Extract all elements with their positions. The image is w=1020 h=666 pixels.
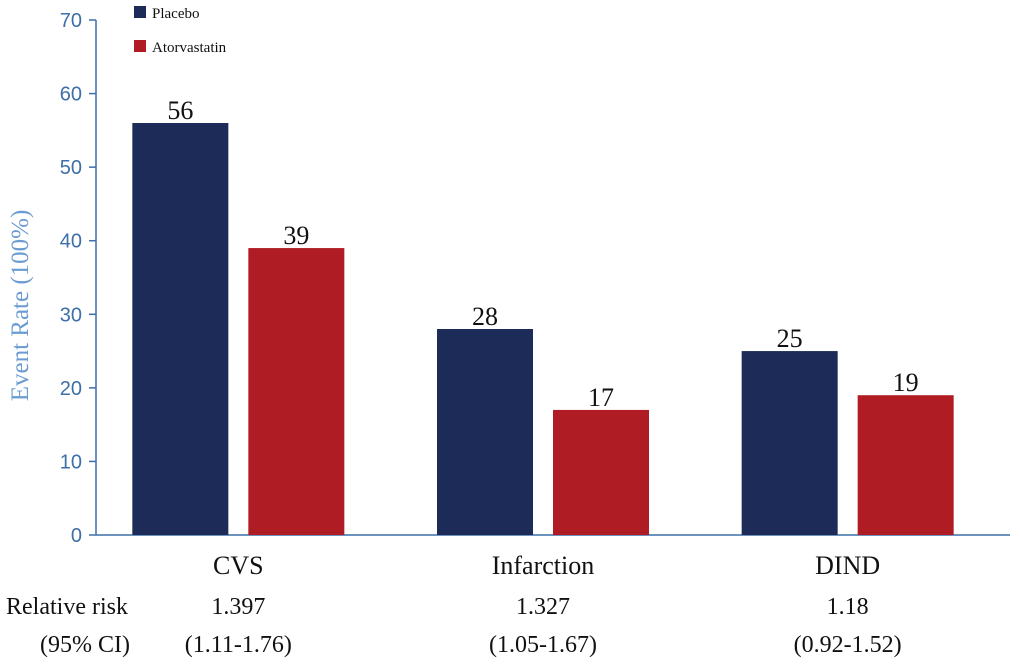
- legend-label: Placebo: [152, 6, 199, 22]
- bar-placebo-infarction: [437, 329, 533, 535]
- y-tick-label: 60: [60, 84, 82, 106]
- bar-atorvastatin-cvs: [248, 248, 345, 536]
- x-tick-label: DIND: [815, 551, 880, 580]
- data-labels: 56 39 28 17 25 19: [167, 96, 918, 412]
- ci-row-label: (95% CI): [40, 632, 130, 658]
- axes: 0 10 20 30 40 50 60 70 Event Rate (100%) CVS Infar…: [7, 10, 1010, 580]
- relative-risk-row-label: Relative risk: [6, 594, 128, 620]
- confidence-interval-value: (1.11-1.76): [185, 632, 292, 658]
- bar-atorvastatin-dind: [857, 395, 954, 535]
- confidence-interval-value: (1.05-1.67): [489, 632, 597, 658]
- x-tick-label: Infarction: [492, 551, 595, 580]
- y-tick-label: 40: [60, 231, 82, 253]
- legend-swatch: [134, 40, 146, 52]
- bar-placebo-dind: [741, 351, 838, 535]
- relative-risk-table: Relative risk (95% CI) 1.397 (1.11-1.76) 1.3…: [6, 594, 902, 658]
- y-tick-label: 0: [71, 525, 82, 547]
- y-tick-label: 20: [60, 378, 82, 400]
- data-label: 19: [893, 368, 919, 397]
- bar-placebo-cvs: [132, 123, 229, 535]
- relative-risk-value: 1.397: [211, 594, 265, 620]
- y-tick-label: 10: [60, 451, 82, 473]
- y-tick-label: 70: [60, 10, 82, 32]
- y-tick-label: 50: [60, 157, 82, 179]
- confidence-interval-value: (0.92-1.52): [794, 632, 902, 658]
- data-label: 28: [472, 302, 498, 331]
- x-tick-label: CVS: [213, 551, 264, 580]
- relative-risk-value: 1.18: [827, 594, 869, 620]
- relative-risk-value: 1.327: [516, 594, 570, 620]
- legend-swatch: [134, 6, 146, 18]
- bars: [132, 123, 954, 536]
- y-tick-label: 30: [60, 304, 82, 326]
- legend: Placebo Atorvastatin: [134, 6, 227, 56]
- data-label: 56: [167, 96, 193, 125]
- bar-atorvastatin-infarction: [553, 409, 649, 535]
- data-label: 25: [777, 324, 803, 353]
- data-label: 17: [588, 383, 614, 412]
- legend-label: Atorvastatin: [152, 40, 227, 56]
- y-axis-title: Event Rate (100%): [7, 210, 34, 402]
- data-label: 39: [283, 221, 309, 250]
